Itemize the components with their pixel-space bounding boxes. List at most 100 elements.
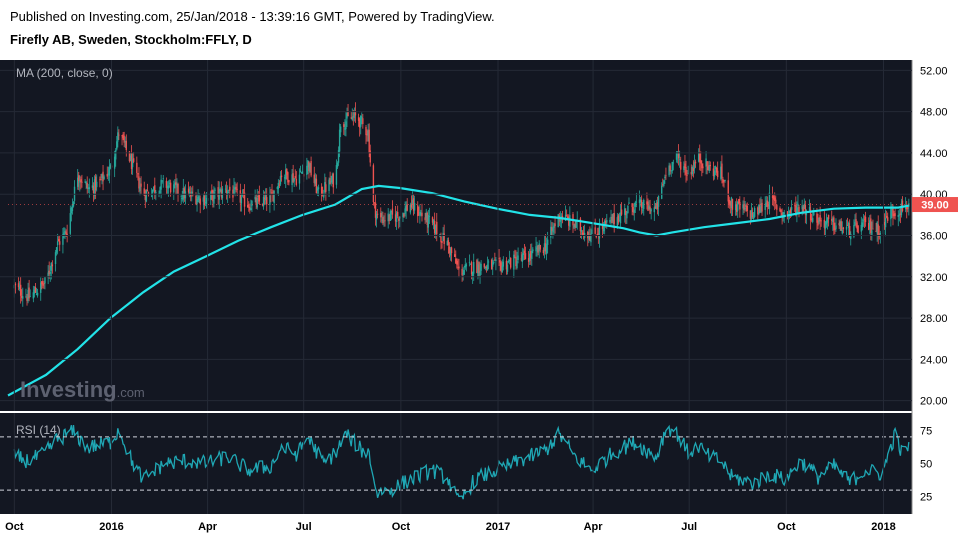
candle xyxy=(272,189,274,202)
candle-body xyxy=(160,179,162,190)
candle-body xyxy=(625,210,627,216)
candle-body xyxy=(329,178,331,185)
candle-body xyxy=(634,202,637,207)
candle-body xyxy=(375,213,378,220)
candle-body xyxy=(635,201,638,203)
candle xyxy=(335,159,338,189)
candle-body xyxy=(624,208,626,215)
candle xyxy=(883,213,886,230)
candle-body xyxy=(797,203,799,206)
candle xyxy=(309,162,311,173)
candle xyxy=(471,271,474,284)
candle-body xyxy=(272,194,274,202)
candle xyxy=(513,250,515,278)
candle-body xyxy=(388,214,390,221)
candle-body xyxy=(735,204,738,212)
candle-body xyxy=(894,213,896,217)
candle-body xyxy=(501,265,503,272)
candle-body xyxy=(122,134,124,139)
candle xyxy=(854,214,856,227)
candle-body xyxy=(180,195,182,197)
candle xyxy=(531,243,533,266)
candle xyxy=(118,129,120,141)
candle-body xyxy=(418,214,420,216)
candle-body xyxy=(323,194,325,198)
candle xyxy=(574,221,576,231)
candle-body xyxy=(774,197,776,201)
candle xyxy=(678,150,681,168)
candle xyxy=(181,190,183,202)
candle-body xyxy=(285,169,287,180)
candle xyxy=(687,165,689,175)
candle xyxy=(32,285,35,303)
candle-body xyxy=(183,188,186,199)
candle xyxy=(871,221,873,241)
candle xyxy=(609,217,611,224)
candle xyxy=(705,151,707,175)
candle-body xyxy=(876,222,878,234)
candle-body xyxy=(432,219,435,225)
candle-body xyxy=(79,180,81,183)
candle xyxy=(714,165,717,176)
candle-body xyxy=(446,240,449,246)
candle xyxy=(455,250,457,264)
candle-body xyxy=(154,185,156,193)
candle-body xyxy=(87,187,89,189)
candle xyxy=(803,198,805,210)
candle-body xyxy=(269,195,271,205)
candle xyxy=(551,222,553,236)
candle-body xyxy=(471,271,474,278)
candle-body xyxy=(320,186,323,196)
candle xyxy=(767,201,770,210)
candle-body xyxy=(431,217,434,223)
candle xyxy=(313,166,315,187)
candle-body xyxy=(883,221,886,226)
candle xyxy=(168,179,171,188)
candle xyxy=(746,202,748,217)
candle xyxy=(742,200,744,215)
candle xyxy=(709,161,711,171)
candle xyxy=(715,166,718,176)
candle-body xyxy=(56,241,59,246)
candle-body xyxy=(389,211,391,221)
candle-body xyxy=(771,195,774,199)
candle xyxy=(329,171,331,185)
candle-body xyxy=(455,258,457,264)
candle-body xyxy=(638,199,641,203)
candle xyxy=(744,200,746,212)
candle-body xyxy=(908,203,910,207)
candle xyxy=(827,214,830,227)
candle-body xyxy=(662,184,664,186)
candle-body xyxy=(273,190,275,204)
candle xyxy=(64,227,66,240)
candle-body xyxy=(727,180,729,202)
candle xyxy=(798,204,800,218)
candle-body xyxy=(202,197,205,202)
candle-body xyxy=(872,228,874,230)
candle xyxy=(694,159,697,168)
candle-body xyxy=(480,263,482,271)
candle xyxy=(25,288,27,299)
candle xyxy=(224,184,227,193)
candle xyxy=(405,201,407,219)
candle xyxy=(834,222,836,235)
candle-body xyxy=(794,205,796,207)
candle xyxy=(42,277,44,289)
candle xyxy=(225,181,228,200)
candle-body xyxy=(569,215,571,227)
candle xyxy=(412,194,415,216)
candle-body xyxy=(106,173,108,177)
candle-body xyxy=(595,236,597,238)
candle xyxy=(758,203,760,216)
candle-body xyxy=(753,208,756,217)
candle-body xyxy=(677,153,680,159)
candle-body xyxy=(102,171,104,182)
candle xyxy=(450,246,453,262)
candle-body xyxy=(490,259,493,270)
candle-body xyxy=(113,156,116,169)
candle xyxy=(855,212,857,228)
candle xyxy=(140,176,142,194)
candle xyxy=(875,223,877,232)
price-tick-label: 36.00 xyxy=(920,231,948,243)
candle xyxy=(54,250,57,272)
